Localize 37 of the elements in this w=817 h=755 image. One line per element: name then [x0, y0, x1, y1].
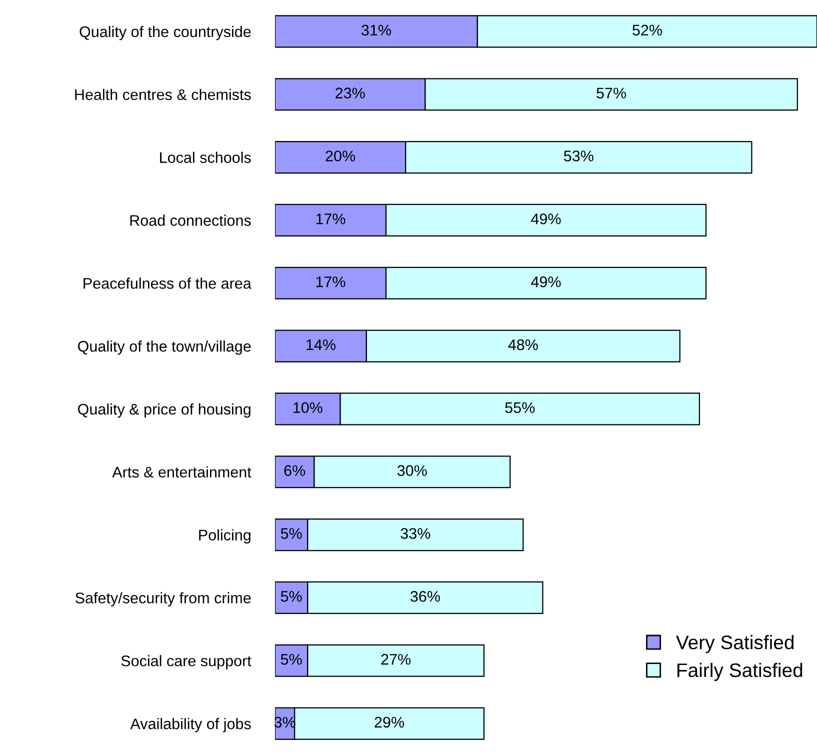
data-label: 48% [508, 339, 538, 350]
legend-label: Fairly Satisfied [677, 662, 802, 681]
y-tick-label: Availability of jobs [130, 718, 251, 732]
data-label: 53% [564, 150, 594, 162]
y-tick-label: Quality & price of housing [78, 403, 250, 418]
data-label: 55% [505, 402, 535, 414]
y-tick-label: Arts & entertainment [112, 466, 252, 478]
y-tick-label: Peacefulness of the area [84, 278, 252, 289]
y-tick-label: Safety/security from crime [76, 592, 251, 606]
y-tick-label: Quality of the town/village [78, 340, 251, 355]
data-label: 27% [381, 654, 411, 665]
data-label: 14% [306, 339, 336, 350]
data-label: 17% [316, 276, 346, 288]
data-label: 31% [362, 24, 391, 36]
data-label: 5% [280, 654, 302, 665]
data-label: 20% [326, 150, 356, 162]
data-label: 52% [632, 24, 662, 36]
y-tick-label: Policing [199, 529, 250, 544]
y-tick-label: Social care support [121, 655, 252, 670]
data-label: 29% [374, 716, 404, 728]
data-label: 30% [397, 465, 427, 476]
y-tick-label: Quality of the countryside [80, 26, 251, 40]
data-label: 49% [531, 276, 561, 288]
y-tick-label: Health centres & chemists [75, 88, 251, 100]
y-tick-label: Road connections [130, 214, 251, 226]
data-label: 36% [410, 590, 440, 602]
data-label: 10% [294, 402, 322, 414]
legend-label: Very Satisfied [676, 635, 794, 654]
data-label: 49% [531, 213, 561, 224]
data-label: 17% [316, 214, 346, 224]
data-label: 6% [284, 465, 306, 476]
data-label: 33% [400, 528, 430, 539]
data-label: 5% [280, 528, 302, 539]
data-label: 23% [336, 88, 365, 98]
y-tick-label: Local schools [160, 152, 251, 163]
data-label: 5% [280, 591, 302, 602]
data-label: 57% [596, 88, 626, 98]
